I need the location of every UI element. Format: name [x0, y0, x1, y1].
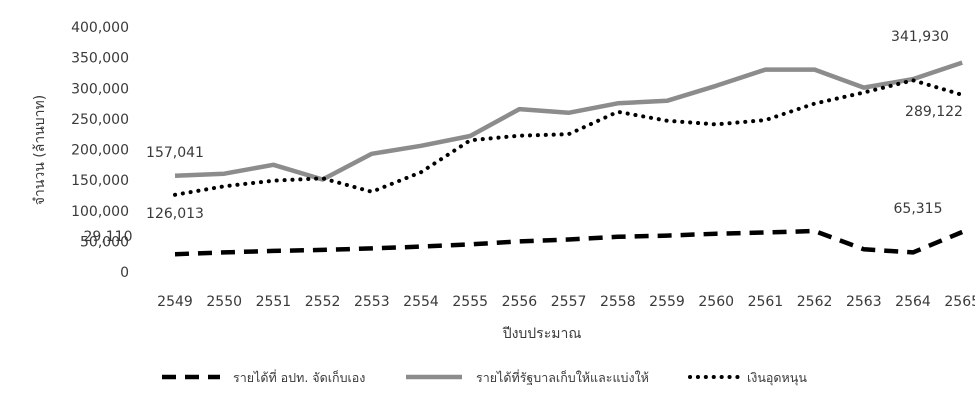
x-tick-label: 2550	[206, 294, 242, 310]
data-label: 29,110	[84, 229, 133, 245]
y-tick-label: 150,000	[71, 173, 129, 189]
series-line-2	[174, 60, 963, 182]
series-line-1	[174, 228, 964, 257]
y-tick-label: 300,000	[71, 81, 129, 97]
x-tick-label: 2552	[305, 294, 341, 310]
y-tick-label: 400,000	[71, 20, 129, 36]
x-tick-label: 2549	[157, 294, 193, 310]
x-tick-label: 2560	[698, 294, 734, 310]
y-axis-title: จำนวน (ล้านบาท)	[32, 95, 48, 205]
data-label: 341,930	[891, 29, 949, 45]
y-tick-label: 100,000	[71, 204, 129, 220]
series-lines	[173, 60, 965, 257]
y-tick-label: 250,000	[71, 112, 129, 128]
y-tick-label: 50,000	[80, 234, 129, 250]
x-tick-label: 2558	[600, 294, 636, 310]
x-tick-label: 2565	[944, 294, 975, 310]
data-label: 65,315	[894, 201, 943, 217]
data-label: 157,041	[146, 145, 204, 161]
legend-label: รายได้ที่รัฐบาลเก็บให้และแบ่งให้	[476, 369, 649, 385]
x-tick-label: 2555	[452, 294, 488, 310]
legend-label: รายได้ที่ อปท. จัดเก็บเอง	[233, 369, 365, 385]
y-axis-ticks: 0 50,000 100,000 150,000 200,000 250,000 300,0…	[71, 20, 129, 281]
x-tick-label: 2554	[403, 294, 439, 310]
y-tick-label: 200,000	[71, 143, 129, 159]
x-tick-label: 2561	[748, 294, 784, 310]
x-tick-label: 2564	[895, 294, 931, 310]
data-label: 126,013	[146, 206, 204, 222]
x-tick-label: 2562	[797, 294, 833, 310]
x-tick-label: 2563	[846, 294, 882, 310]
x-tick-label: 2559	[649, 294, 685, 310]
data-labels: 157,041 126,013 29,110 341,930 289,122 65,315	[84, 29, 963, 245]
series-line-3	[173, 78, 965, 197]
x-tick-label: 2553	[354, 294, 390, 310]
legend: รายได้ที่ อปท. จัดเก็บเอง รายได้ที่รัฐบาล…	[162, 369, 807, 386]
x-tick-label: 2551	[256, 294, 292, 310]
x-tick-label: 2557	[551, 294, 587, 310]
y-tick-label: 0	[120, 265, 129, 281]
data-label: 289,122	[905, 104, 963, 120]
x-axis-title: ปีงบประมาณ	[502, 326, 581, 342]
x-axis-ticks: 2549 2550 2551 2552 2553 2554 2555 2556 2557 2558…	[157, 294, 975, 310]
x-tick-label: 2556	[502, 294, 538, 310]
legend-label: เงินอุดหนุน	[747, 370, 807, 386]
y-tick-label: 350,000	[71, 51, 129, 67]
